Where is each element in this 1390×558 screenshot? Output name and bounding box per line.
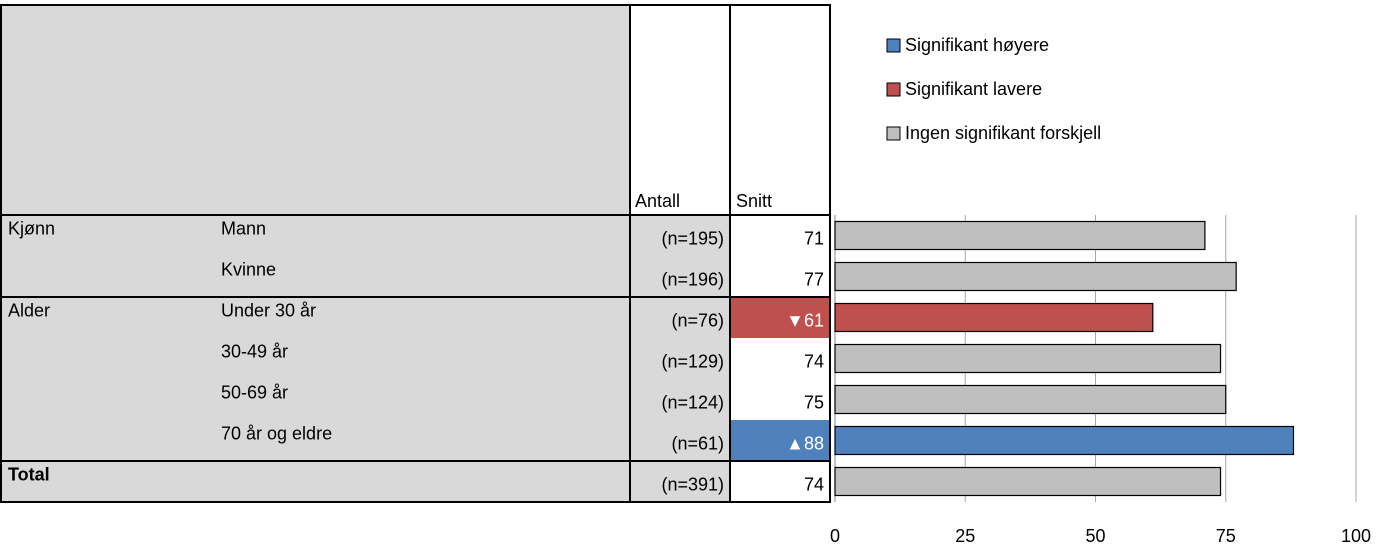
x-tick-label: 50 bbox=[1085, 526, 1105, 546]
header-snitt-cell bbox=[729, 4, 831, 216]
column-header: Antall bbox=[635, 191, 680, 211]
row-label: Under 30 år bbox=[221, 300, 316, 320]
value-label: 77 bbox=[804, 269, 824, 289]
antall-cell bbox=[630, 256, 730, 297]
snitt-cell bbox=[730, 379, 830, 420]
group-label: Total bbox=[8, 464, 50, 484]
bar bbox=[834, 425, 1295, 456]
row-label: Kvinne bbox=[221, 259, 276, 279]
bar bbox=[834, 343, 1222, 374]
value-label: ▲88 bbox=[786, 433, 824, 453]
column-header: Snitt bbox=[736, 191, 772, 211]
antall-cell bbox=[630, 297, 730, 338]
row-label: 30-49 år bbox=[221, 341, 288, 361]
row-label: Mann bbox=[221, 218, 266, 238]
legend-swatch bbox=[886, 82, 901, 97]
header-label-cell bbox=[0, 4, 631, 216]
bar bbox=[834, 261, 1237, 292]
legend-label: Signifikant lavere bbox=[905, 79, 1042, 99]
value-label: ▼61 bbox=[786, 310, 824, 330]
row-label-cell bbox=[1, 461, 630, 502]
count-label: (n=124) bbox=[661, 392, 724, 412]
value-label: 74 bbox=[804, 351, 824, 371]
header-antall-cell bbox=[629, 4, 731, 216]
value-label: 71 bbox=[804, 228, 824, 248]
row-label-cell bbox=[1, 338, 630, 379]
row-label: 70 år og eldre bbox=[221, 423, 332, 443]
antall-cell bbox=[630, 338, 730, 379]
snitt-cell bbox=[730, 215, 830, 256]
row-label-cell bbox=[1, 379, 630, 420]
antall-cell bbox=[630, 215, 730, 256]
group-label: Kjønn bbox=[8, 218, 55, 238]
group-border bbox=[729, 460, 831, 503]
row-label: 50-69 år bbox=[221, 382, 288, 402]
value-label: 75 bbox=[804, 392, 824, 412]
count-label: (n=76) bbox=[671, 310, 724, 330]
count-label: (n=61) bbox=[671, 433, 724, 453]
snitt-cell bbox=[730, 256, 830, 297]
row-label-cell bbox=[1, 420, 630, 461]
row-label-cell bbox=[1, 297, 630, 338]
snitt-cell bbox=[730, 461, 830, 502]
legend-label: Ingen signifikant forskjell bbox=[905, 123, 1101, 143]
legend-swatch bbox=[886, 38, 901, 53]
legend-label: Signifikant høyere bbox=[905, 35, 1049, 55]
group-label: Alder bbox=[8, 300, 50, 320]
antall-cell bbox=[630, 420, 730, 461]
bar bbox=[834, 384, 1227, 415]
row-label-cell bbox=[1, 215, 630, 256]
x-tick-label: 100 bbox=[1341, 526, 1371, 546]
count-label: (n=391) bbox=[661, 474, 724, 494]
x-tick-label: 75 bbox=[1216, 526, 1236, 546]
antall-cell bbox=[630, 461, 730, 502]
bar bbox=[834, 302, 1154, 333]
bar bbox=[834, 220, 1206, 251]
snitt-cell bbox=[730, 297, 830, 338]
snitt-cell bbox=[730, 338, 830, 379]
legend-swatch bbox=[886, 126, 901, 141]
x-tick-label: 25 bbox=[955, 526, 975, 546]
antall-cell bbox=[630, 379, 730, 420]
snitt-cell bbox=[730, 420, 830, 461]
bar bbox=[834, 466, 1222, 497]
x-tick-label: 0 bbox=[830, 526, 840, 546]
count-label: (n=195) bbox=[661, 228, 724, 248]
row-label-cell bbox=[1, 256, 630, 297]
count-label: (n=129) bbox=[661, 351, 724, 371]
value-label: 74 bbox=[804, 474, 824, 494]
count-label: (n=196) bbox=[661, 269, 724, 289]
